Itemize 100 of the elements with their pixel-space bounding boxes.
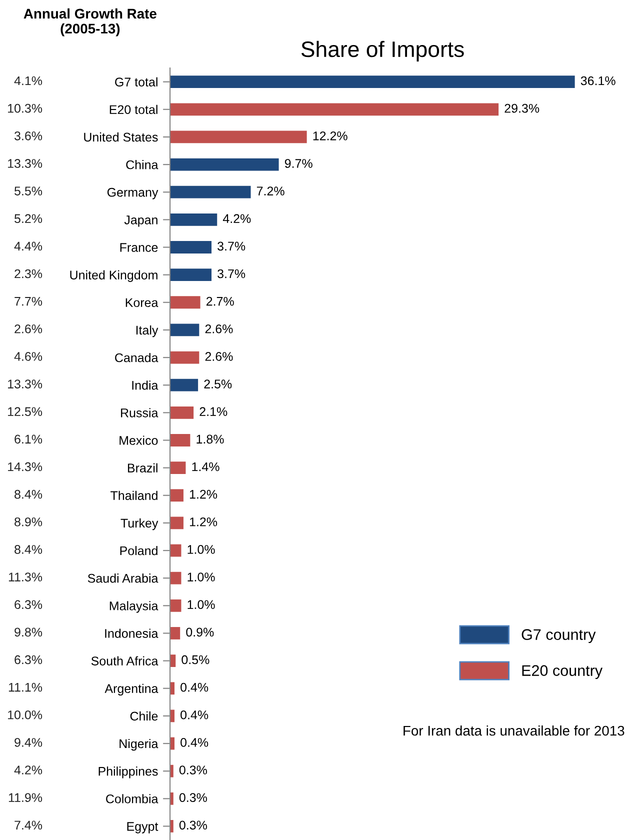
text: 7.7% [14,296,42,306]
data-label: 2.6% [205,352,233,361]
data-label: 1.0% [188,545,215,554]
y-tick-label: G7 total [115,77,158,86]
text: 13.3% [8,159,42,168]
data-label: 2.5% [204,380,232,388]
bar [170,296,200,309]
y-tick-label: Japan [124,216,158,227]
y-tick-label: Canada [115,352,158,362]
text: 4.2% [14,766,42,774]
data-label: 7.2% [256,186,284,196]
text: 10.0% [8,710,42,720]
data-label: 2.6% [205,324,233,334]
data-label: 29.3% [504,104,540,113]
text: 5.5% [14,186,42,196]
text: 6.3% [14,655,42,664]
text: 11.9% [8,793,42,802]
annotation: For Iran data is unavailable for 2013 [404,725,624,736]
y-tick-label: Indonesia [105,628,158,638]
text: 9.8% [14,628,42,637]
y-tick-label: United States [84,132,158,142]
bar [170,351,200,364]
y-tick-label: Chile [130,711,158,721]
bar [170,654,176,667]
bar [170,130,307,144]
bar [170,710,174,722]
data-label: 1.8% [196,434,224,444]
bar [170,103,499,116]
legend-label: G7 country [522,629,596,644]
y-tick-label: Italy [136,325,158,338]
text: 10.3% [8,104,42,113]
bar [170,76,575,88]
data-label: 2.1% [200,407,228,416]
text: 6.3% [14,600,42,610]
bar [170,186,251,198]
text: 4.6% [14,352,42,361]
legend-label: E20 country [522,665,603,680]
bar [170,434,190,446]
bar [170,599,182,612]
data-label: 0.4% [180,710,208,720]
y-tick-label: Poland [120,546,158,556]
data-label: 36.1% [580,76,616,86]
bar [170,268,212,282]
data-label: 4.2% [222,214,251,223]
bar [170,241,212,254]
text: Annual Growth Rate (2005-13) [24,8,156,36]
y-tick-label: Malaysia [110,601,158,613]
text: 8.9% [14,517,42,526]
data-label: 1.2% [190,517,218,526]
y-tick-label: South Africa [91,656,158,666]
y-tick-label: Saudi Arabia [88,574,158,583]
bar [170,516,184,530]
y-tick-label: E20 total [110,104,158,114]
text: 4.1% [14,76,42,86]
data-label: 0.4% [180,738,208,747]
y-tick-label: China [126,160,158,170]
y-tick-label: Colombia [106,794,158,804]
y-tick-label: United Kingdom [70,270,158,282]
text: 5.2% [14,214,42,224]
y-tick-label: Russia [121,408,158,418]
text: 9.4% [14,738,42,747]
text: 11.1% [8,682,42,692]
data-label: 0.3% [179,820,207,830]
bar [170,406,194,419]
text: 6.1% [14,434,42,444]
data-label: 1.0% [188,600,215,610]
y-tick-label: Mexico [120,436,158,445]
data-label: 2.7% [206,296,234,306]
y-tick-label: France [120,243,158,252]
bar [170,682,174,695]
y-tick-label: Germany [107,188,158,200]
bar [170,158,279,171]
text: 4.4% [14,242,42,251]
y-tick-label: Thailand [110,490,158,500]
y-tick-label: Philippines [98,766,158,778]
data-label: 0.4% [180,682,208,692]
text: 13.3% [8,380,42,388]
bar [170,544,182,557]
text: 2.3% [14,269,42,278]
y-tick-label: Turkey [120,518,158,530]
bar [170,378,198,392]
text: 3.6% [14,131,42,140]
data-label: 0.9% [186,628,214,637]
text: 11.3% [8,572,42,582]
data-label: 0.3% [179,766,207,774]
text: 7.4% [14,820,42,830]
data-label: 1.0% [188,572,215,582]
data-label: 3.7% [218,269,246,278]
bar [170,820,174,832]
data-label: 12.2% [313,131,348,140]
text: 8.4% [14,545,42,554]
y-tick-label: Egypt [127,822,158,834]
text: 8.4% [14,490,42,499]
data-label: 1.2% [190,490,218,499]
data-label: 1.4% [192,462,220,472]
bar [170,627,180,640]
chart-title: Share of Imports [301,40,464,62]
bar [170,462,186,474]
bar [170,324,200,336]
data-label: 0.5% [182,655,210,664]
